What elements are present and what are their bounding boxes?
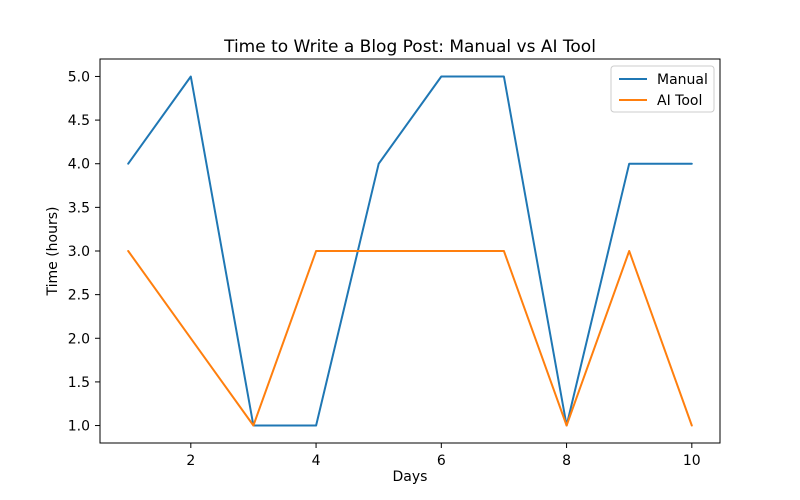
chart-title: Time to Write a Blog Post: Manual vs AI …	[223, 37, 596, 57]
x-tick-label: 6	[437, 453, 446, 469]
y-axis-label: Time (hours)	[45, 207, 61, 297]
x-tick-label: 2	[186, 453, 195, 469]
legend-label-ai-tool: AI Tool	[657, 93, 702, 109]
x-axis-ticks: 2 4 6 8 10	[186, 443, 701, 469]
y-tick-label: 1.5	[68, 375, 90, 391]
series-line-manual	[127, 75, 693, 427]
legend-label-manual: Manual	[657, 72, 708, 88]
series-lines	[127, 75, 693, 427]
y-tick-label: 3.5	[68, 200, 90, 216]
x-axis-label: Days	[393, 469, 428, 485]
y-tick-label: 4.5	[68, 113, 90, 129]
y-tick-label: 1.0	[68, 419, 90, 435]
x-tick-label: 10	[683, 453, 701, 469]
legend: Manual AI Tool	[610, 65, 715, 113]
y-tick-label: 5.0	[68, 69, 90, 85]
y-tick-label: 2.0	[68, 331, 90, 347]
y-axis-ticks: 1.0 1.5 2.0 2.5 3.0 3.5 4.0 4.5 5.0	[68, 69, 100, 435]
series-line-ai-tool	[127, 250, 693, 427]
x-tick-label: 4	[312, 453, 321, 469]
y-tick-label: 2.5	[68, 288, 90, 304]
x-tick-label: 8	[562, 453, 571, 469]
y-tick-label: 4.0	[68, 157, 90, 173]
y-tick-label: 3.0	[68, 244, 90, 260]
